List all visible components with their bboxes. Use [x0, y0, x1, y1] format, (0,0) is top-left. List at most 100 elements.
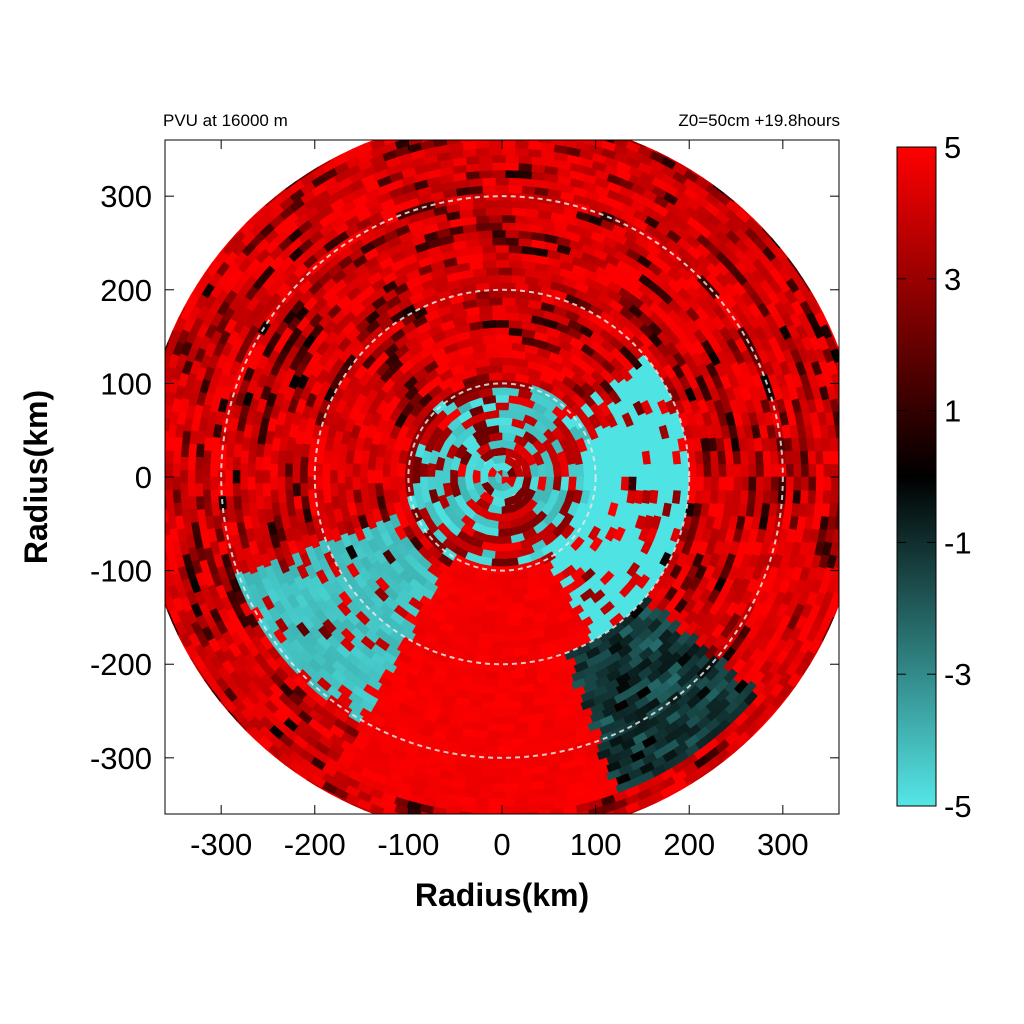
heatmap-cell [202, 463, 211, 478]
heatmap-cell [165, 483, 166, 497]
heatmap-cell [740, 476, 750, 491]
heatmap-cell [861, 477, 862, 490]
heatmap-cell [517, 155, 533, 165]
heatmap-cell [165, 509, 169, 524]
heatmap-cell [822, 450, 832, 465]
heatmap-cell [498, 603, 513, 613]
heatmap-cell [146, 406, 149, 419]
heatmap-cell [491, 311, 506, 321]
heatmap-cell [550, 816, 564, 826]
heatmap-cell [478, 782, 493, 792]
heatmap-cell [583, 126, 596, 130]
heatmap-cell [481, 244, 496, 254]
heatmap-cell [396, 476, 406, 492]
heatmap-cell [754, 450, 765, 465]
heatmap-cell [571, 813, 577, 814]
heatmap-cell [475, 797, 490, 807]
heatmap-cell [359, 476, 369, 491]
heatmap-cell [498, 596, 513, 605]
heatmap-cell [276, 476, 286, 491]
heatmap-cell [269, 463, 279, 478]
heatmap-cell [504, 790, 519, 800]
heatmap-cell [377, 140, 378, 141]
heatmap-cell [466, 117, 479, 119]
heatmap-cell [475, 805, 490, 814]
heatmap-cell [472, 118, 486, 126]
heatmap-cell [517, 782, 533, 792]
heatmap-cell [494, 334, 510, 343]
y-tick-label: -100 [90, 554, 152, 589]
heatmap-cell [488, 147, 503, 156]
heatmap-cell [508, 685, 523, 695]
heatmap-cell [488, 723, 503, 732]
x-tick-label: -200 [284, 827, 346, 862]
heatmap-cell [488, 364, 503, 374]
heatmap-cell [501, 140, 516, 149]
heatmap-cell [815, 463, 825, 478]
heatmap-cell [544, 832, 557, 835]
heatmap-cell [501, 356, 516, 366]
heatmap-cell [478, 715, 493, 725]
heatmap-cell [475, 140, 490, 149]
heatmap-cell [159, 355, 164, 368]
heatmap-cell [504, 229, 519, 239]
heatmap-cell [544, 119, 557, 122]
heatmap-cell [194, 456, 204, 471]
heatmap-cell [146, 536, 149, 549]
heatmap-cell [501, 648, 516, 658]
heatmap-cell [481, 177, 496, 186]
heatmap-cell [239, 450, 250, 465]
heatmap-cell [508, 617, 523, 627]
heatmap-cell [152, 509, 161, 523]
heatmap-cell [531, 118, 544, 120]
heatmap-cell [785, 450, 795, 465]
heatmap-cell [853, 451, 861, 465]
y-tick-label: 300 [100, 179, 152, 214]
heatmap-cell [834, 515, 839, 530]
heatmap-cell [836, 437, 839, 452]
heatmap-cell [487, 371, 503, 381]
heatmap-cell [153, 560, 164, 575]
heatmap-cell [459, 140, 474, 143]
heatmap-cell [508, 177, 523, 186]
heatmap-cell [299, 483, 309, 498]
heatmap-cell [588, 129, 603, 140]
heatmap-cell [481, 768, 496, 777]
heatmap-cell [153, 379, 164, 394]
heatmap-cell [643, 463, 653, 478]
heatmap-cell [396, 140, 402, 142]
heatmap-cell [194, 469, 203, 485]
heatmap-cell [505, 117, 518, 118]
heatmap-cell [853, 490, 861, 504]
heatmap-cell [446, 825, 460, 834]
heatmap-cell [147, 535, 157, 549]
heatmap-cell [485, 678, 500, 688]
heatmap-cell [733, 476, 742, 491]
heatmap-cell [165, 430, 169, 445]
heatmap-cell [498, 341, 513, 351]
heatmap-cell [495, 701, 509, 710]
heatmap-cell [471, 744, 487, 754]
heatmap-cell [501, 805, 516, 814]
heatmap-cell [337, 483, 347, 498]
heatmap-cell [492, 117, 505, 118]
heatmap-cell [499, 125, 512, 133]
heatmap-cell [491, 304, 506, 313]
heatmap-cell [143, 431, 145, 444]
heatmap-cell [232, 469, 241, 485]
heatmap-cell [808, 463, 817, 478]
heatmap-cell [710, 463, 720, 478]
heatmap-cell [180, 443, 190, 458]
heatmap-cell [695, 463, 705, 478]
heatmap-cell [481, 327, 496, 337]
heatmap-cell [524, 140, 539, 143]
heatmap-cell [475, 722, 490, 732]
heatmap-cell [620, 463, 630, 478]
heatmap-cell [511, 737, 526, 747]
heatmap-cell [453, 833, 466, 836]
heatmap-cell [511, 670, 526, 680]
heatmap-cell [538, 127, 552, 136]
heatmap-cell [427, 122, 440, 125]
heatmap-cell [537, 140, 552, 144]
